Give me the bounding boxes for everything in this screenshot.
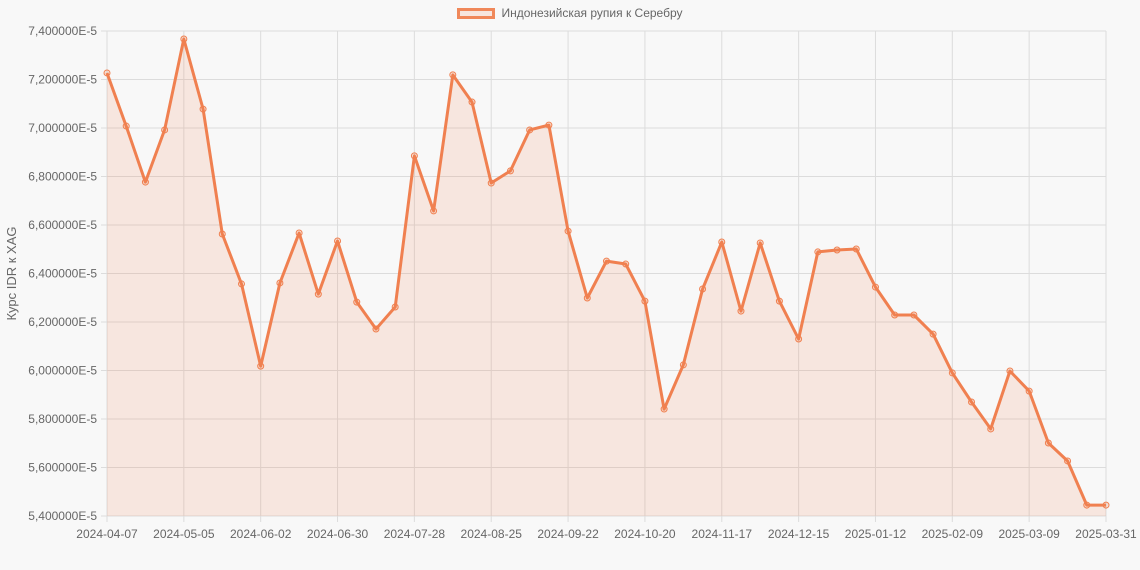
data-point <box>218 230 226 238</box>
data-point <box>141 178 149 186</box>
data-point <box>987 425 995 433</box>
data-point <box>775 297 783 305</box>
y-tick-label: 7,000000E-5 <box>28 121 97 135</box>
x-tick-label: 2024-06-30 <box>307 527 369 541</box>
data-point <box>910 311 918 319</box>
data-point <box>391 303 399 311</box>
data-point <box>180 35 188 43</box>
x-tick-label: 2024-10-20 <box>614 527 676 541</box>
data-point <box>314 290 322 298</box>
data-point <box>353 298 361 306</box>
data-point <box>487 179 495 187</box>
data-point <box>410 152 418 160</box>
data-point <box>718 238 726 246</box>
area-fill <box>107 39 1106 516</box>
x-tick-label: 2024-11-17 <box>692 527 753 541</box>
data-point <box>161 126 169 134</box>
data-point <box>257 362 265 370</box>
data-point <box>948 369 956 377</box>
data-point <box>660 405 668 413</box>
x-tick-label: 2025-01-12 <box>845 527 907 541</box>
data-point <box>1064 457 1072 465</box>
data-point <box>526 126 534 134</box>
data-point <box>1006 367 1014 375</box>
data-point <box>122 122 130 130</box>
data-point <box>968 398 976 406</box>
data-point <box>622 260 630 268</box>
data-point <box>756 239 764 247</box>
data-point <box>833 246 841 254</box>
data-point <box>237 280 245 288</box>
x-tick-label: 2024-07-28 <box>384 527 446 541</box>
data-point <box>641 297 649 305</box>
data-point <box>295 229 303 237</box>
data-point <box>372 325 380 333</box>
y-tick-label: 6,600000E-5 <box>28 218 97 232</box>
y-tick-label: 6,800000E-5 <box>28 170 97 184</box>
x-tick-label: 2025-03-31 <box>1075 527 1137 541</box>
x-tick-label: 2024-05-05 <box>153 527 215 541</box>
data-line <box>105 37 1106 507</box>
y-tick-label: 7,400000E-5 <box>28 24 97 38</box>
data-point <box>1102 501 1110 509</box>
x-tick-label: 2024-04-07 <box>76 527 138 541</box>
data-point <box>103 69 111 77</box>
data-point <box>699 285 707 293</box>
data-point <box>1083 501 1091 509</box>
data-point <box>276 279 284 287</box>
data-point <box>1025 387 1033 395</box>
x-tick-label: 2024-09-22 <box>537 527 599 541</box>
y-tick-label: 5,600000E-5 <box>28 461 97 475</box>
data-point <box>891 311 899 319</box>
y-tick-label: 7,200000E-5 <box>28 73 97 87</box>
x-tick-label: 2025-03-09 <box>998 527 1060 541</box>
data-point <box>449 71 457 79</box>
data-point <box>199 105 207 113</box>
data-point <box>334 237 342 245</box>
data-point <box>679 361 687 369</box>
data-point <box>737 307 745 315</box>
y-tick-label: 5,400000E-5 <box>28 509 97 523</box>
y-tick-label: 6,400000E-5 <box>28 267 97 281</box>
chart-legend[interactable]: Индонезийская рупия к Серебру <box>0 6 1140 20</box>
data-point <box>814 248 822 256</box>
data-point <box>871 283 879 291</box>
x-tick-label: 2024-06-02 <box>230 527 292 541</box>
data-point <box>929 330 937 338</box>
y-axis-title: Курс IDR к XAG <box>4 226 19 320</box>
data-point <box>564 227 572 235</box>
data-point <box>1044 439 1052 447</box>
data-point <box>468 98 476 106</box>
legend-swatch-icon <box>457 7 496 19</box>
x-tick-label: 2024-08-25 <box>461 527 523 541</box>
data-point <box>795 335 803 343</box>
x-tick-label: 2025-02-09 <box>922 527 984 541</box>
data-point <box>430 207 438 215</box>
y-tick-label: 5,800000E-5 <box>28 412 97 426</box>
data-point <box>583 294 591 302</box>
data-point <box>852 245 860 253</box>
legend-label: Индонезийская рупия к Серебру <box>501 6 683 20</box>
x-tick-label: 2024-12-15 <box>768 527 830 541</box>
data-point <box>506 167 514 175</box>
y-tick-label: 6,200000E-5 <box>28 315 97 329</box>
y-tick-label: 6,000000E-5 <box>28 364 97 378</box>
data-point <box>603 257 610 265</box>
data-point <box>545 121 553 129</box>
